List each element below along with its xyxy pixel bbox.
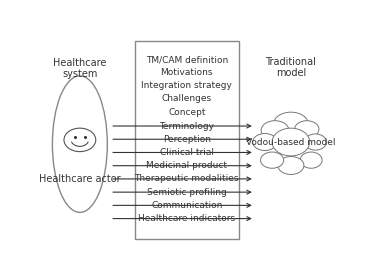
- Text: Integration strategy: Integration strategy: [141, 81, 232, 90]
- Ellipse shape: [272, 128, 310, 156]
- Ellipse shape: [278, 157, 304, 175]
- Ellipse shape: [52, 76, 107, 212]
- Ellipse shape: [304, 134, 326, 150]
- Text: Challenges: Challenges: [162, 94, 212, 103]
- Ellipse shape: [261, 121, 289, 140]
- Ellipse shape: [260, 152, 283, 168]
- Text: Communication: Communication: [151, 201, 223, 210]
- Text: Healthcare indicators: Healthcare indicators: [138, 214, 235, 223]
- Text: Healthcare
system: Healthcare system: [53, 58, 107, 79]
- Text: Perception: Perception: [163, 135, 211, 144]
- Ellipse shape: [253, 134, 277, 151]
- Ellipse shape: [300, 152, 322, 168]
- Text: Traditional
model: Traditional model: [266, 57, 316, 78]
- Ellipse shape: [273, 112, 308, 136]
- Text: Concept: Concept: [168, 108, 206, 117]
- Text: Healthcare actor: Healthcare actor: [39, 174, 121, 184]
- Text: Semiotic profiling: Semiotic profiling: [147, 188, 227, 197]
- Text: Vodou-based model: Vodou-based model: [246, 137, 336, 147]
- Text: Terminology: Terminology: [159, 122, 214, 130]
- Bar: [135, 41, 239, 239]
- Text: TM/CAM definition: TM/CAM definition: [146, 55, 228, 64]
- Text: Therapeutic modalities: Therapeutic modalities: [135, 175, 239, 183]
- Text: Clinical trial: Clinical trial: [160, 148, 214, 157]
- Ellipse shape: [295, 121, 319, 138]
- Text: Motivations: Motivations: [160, 68, 213, 77]
- Text: Medicinal product: Medicinal product: [146, 161, 227, 170]
